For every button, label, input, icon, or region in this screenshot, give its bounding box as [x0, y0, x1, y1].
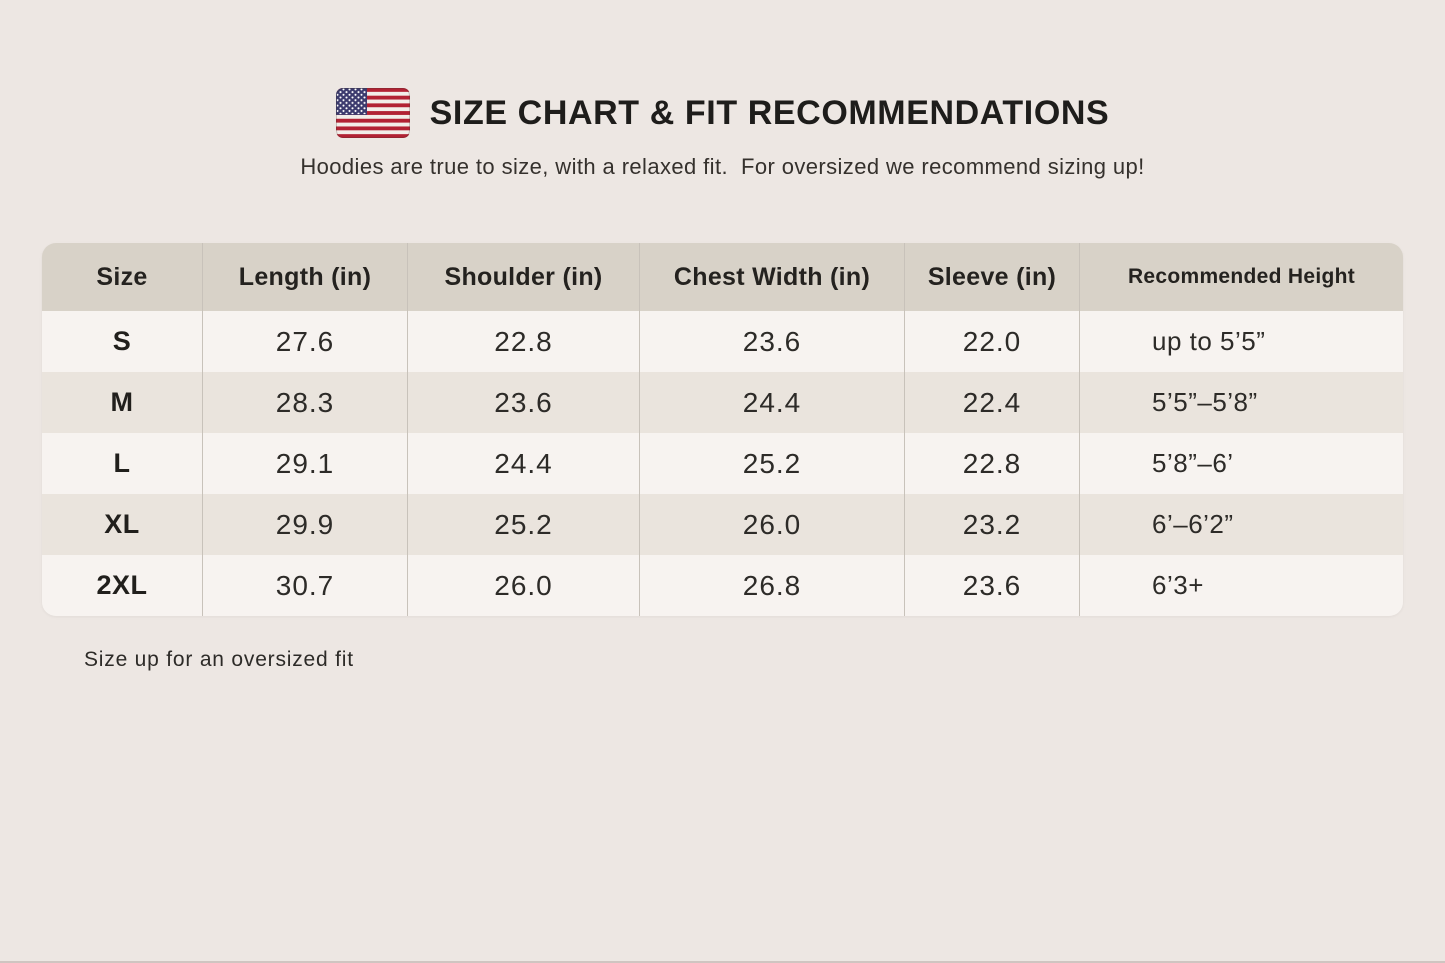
sleeve-cell: 22.4: [905, 372, 1080, 433]
table-row-l: L 29.1 24.4 25.2 22.8 5’8”–6’: [42, 433, 1403, 494]
column-header-recommended-height: Recommended Height: [1127, 265, 1356, 288]
table-row-m: M 28.3 23.6 24.4 22.4 5’5”–5’8”: [42, 372, 1403, 433]
size-chart-table: Size Length (in) Shoulder (in) Chest Wid…: [42, 243, 1403, 616]
recommended-height-cell: 6’–6’2”: [1152, 509, 1234, 539]
length-cell: 30.7: [203, 555, 408, 616]
page-title: SIZE CHART & FIT RECOMMENDATIONS: [429, 93, 1110, 132]
chest-width-cell: 24.4: [640, 372, 905, 433]
chest-width-cell: 26.0: [640, 494, 905, 555]
table-row-s: S 27.6 22.8 23.6 22.0 up to 5’5”: [42, 311, 1403, 372]
size-cell: S: [42, 311, 203, 372]
sleeve-cell: 22.0: [905, 311, 1080, 372]
oversized-fit-footnote: Size up for an oversized fit: [84, 648, 354, 671]
chest-width-cell: 23.6: [640, 311, 905, 372]
size-cell: 2XL: [42, 555, 203, 616]
column-header-length: Length (in): [203, 243, 408, 311]
bottom-edge-line: [0, 961, 1445, 963]
column-header-sleeve: Sleeve (in): [905, 243, 1080, 311]
table-header-row: Size Length (in) Shoulder (in) Chest Wid…: [42, 243, 1403, 311]
us-flag-icon: [335, 88, 410, 138]
chest-width-cell: 25.2: [640, 433, 905, 494]
column-header-chest-width: Chest Width (in): [640, 243, 905, 311]
shoulder-cell: 24.4: [408, 433, 640, 494]
recommended-height-cell: 6’3+: [1152, 570, 1204, 600]
recommended-height-cell: up to 5’5”: [1152, 326, 1266, 356]
sleeve-cell: 23.2: [905, 494, 1080, 555]
length-cell: 28.3: [203, 372, 408, 433]
column-header-shoulder: Shoulder (in): [408, 243, 640, 311]
shoulder-cell: 26.0: [408, 555, 640, 616]
recommended-height-cell: 5’5”–5’8”: [1152, 387, 1258, 417]
page-header: SIZE CHART & FIT RECOMMENDATIONS: [0, 0, 1445, 138]
chest-width-cell: 26.8: [640, 555, 905, 616]
size-cell: L: [42, 433, 203, 494]
sleeve-cell: 22.8: [905, 433, 1080, 494]
shoulder-cell: 25.2: [408, 494, 640, 555]
length-cell: 27.6: [203, 311, 408, 372]
table-row-xl: XL 29.9 25.2 26.0 23.2 6’–6’2”: [42, 494, 1403, 555]
size-cell: M: [42, 372, 203, 433]
shoulder-cell: 22.8: [408, 311, 640, 372]
fit-subtitle: Hoodies are true to size, with a relaxed…: [300, 154, 1145, 179]
sleeve-cell: 23.6: [905, 555, 1080, 616]
recommended-height-cell: 5’8”–6’: [1152, 448, 1234, 478]
table-row-2xl: 2XL 30.7 26.0 26.8 23.6 6’3+: [42, 555, 1403, 616]
column-header-size: Size: [42, 243, 203, 311]
shoulder-cell: 23.6: [408, 372, 640, 433]
size-cell: XL: [42, 494, 203, 555]
length-cell: 29.9: [203, 494, 408, 555]
length-cell: 29.1: [203, 433, 408, 494]
